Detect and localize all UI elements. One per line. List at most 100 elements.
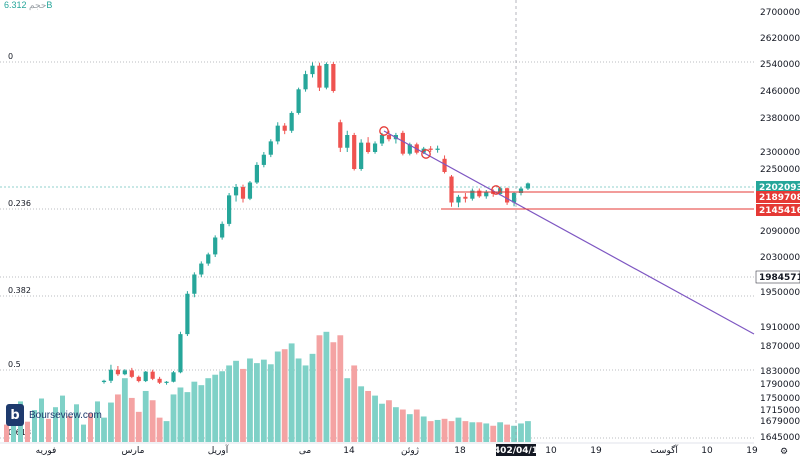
volume-bar [4,424,9,442]
candle-body [525,183,531,189]
price-tick-label: 1950000.00 [760,288,800,298]
volume-title: حجم [29,0,47,10]
volume-bar [39,398,44,442]
price-tick-label: 1645000.00 [760,433,800,443]
candle-body [233,187,239,196]
candle-body [407,144,412,154]
volume-bar [351,365,358,442]
volume-bar [386,400,392,442]
volume-bar [434,419,441,442]
volume-bar [511,425,517,442]
volume-bar [427,421,434,442]
candle-body [366,142,371,152]
candle-body [470,190,475,199]
volume-bar [288,343,295,442]
candle-body [192,274,197,294]
logo-text: Bourseview.com [29,409,102,421]
candle-body [261,154,266,165]
candle-body [185,293,190,335]
volume-bar [46,418,51,442]
volume-bar [316,335,323,442]
volume-bar [254,363,260,442]
candle-body [449,176,454,203]
volume-bar [525,421,531,442]
volume-indicator-label: حجم 6.312B [4,0,52,11]
trend-line [383,130,755,335]
time-tick-label: مارس [122,446,145,456]
candle-body [282,125,287,131]
volume-bar [212,374,219,442]
crosshair-date-label: 1402/04/12 [488,446,545,456]
volume-bar [518,423,524,442]
volume-bar [497,422,504,442]
candle-body [477,190,482,197]
price-tick-label: 2620000.00 [760,34,800,44]
volume-bar [163,421,170,442]
fib-label: 0.236 [8,199,31,208]
candle-body [206,254,211,264]
candle-body [359,142,364,169]
price-label: 2202093.00 [759,183,800,193]
fib-label: 0.5 [8,360,21,369]
gear-icon[interactable]: ⚙ [780,447,788,457]
time-tick-label: 19 [746,446,758,456]
volume-bar [462,421,469,442]
volume-bar [177,387,184,442]
volume-bar [295,358,302,442]
candle-body [324,64,329,88]
volume-bar [88,413,93,442]
volume-bar [226,365,232,442]
logo-icon: b [6,404,24,426]
price-tick-label: 2090000.00 [760,227,800,237]
volume-bar [323,331,330,442]
volume-bar [128,397,135,442]
price-tick-label: 1750000.00 [760,394,800,404]
volume-bar [393,407,399,442]
candle-body [400,132,405,154]
time-tick-label: 19 [590,446,602,456]
price-label-bg [756,181,800,193]
price-tick-label: 1790000.00 [760,380,800,390]
volume-bar [101,417,107,442]
volume-bar [309,353,316,442]
touch-point-circle [491,185,501,195]
volume-bar [448,421,455,442]
volume-value: 6.312B [4,0,53,10]
volume-bar [233,360,239,442]
candle-body [289,112,294,131]
volume-bar [455,417,462,442]
candle-body [484,191,489,197]
price-label: 2189708.00 [759,193,800,203]
candle-body [227,195,232,224]
volume-bar [67,415,72,442]
candle-body [310,65,315,75]
volume-bar [156,417,163,442]
volume-bar [142,390,149,442]
volume-bar [121,378,128,442]
volume-bar [420,416,427,442]
price-label-bg [755,270,800,284]
volume-bar [135,411,142,442]
fib-label: 0.382 [8,286,31,295]
volume-bar [260,359,267,442]
fib-label: 0 [8,52,13,61]
volume-bar [358,386,365,442]
volume-bar [11,413,16,442]
time-tick-label: 18 [454,446,466,456]
candle-body [296,89,301,113]
time-tick-label: فوریه [36,446,57,456]
candle-body [199,263,204,275]
candle-body [254,164,259,183]
candle-body [331,64,336,91]
volume-bar [32,410,37,442]
candle-body [157,378,162,383]
volume-bar [198,385,205,442]
volume-bar [240,368,246,442]
candle-body [372,143,378,152]
time-tick-label: آگوست [650,444,678,456]
price-label-bg [756,204,800,216]
price-tick-label: 1715000.00 [760,406,800,416]
volume-bar [399,409,406,442]
candle-body [338,122,343,148]
